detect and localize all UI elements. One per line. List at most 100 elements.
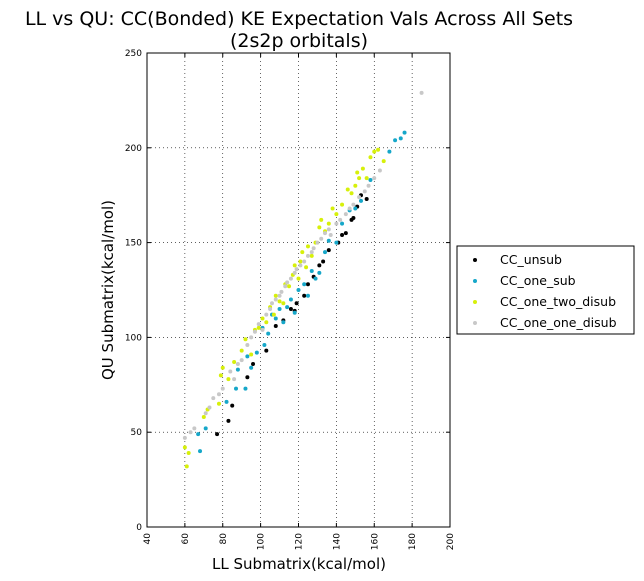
data-point — [387, 149, 392, 154]
data-point — [311, 246, 316, 251]
data-point — [232, 377, 237, 382]
data-point — [249, 352, 254, 357]
data-point — [196, 432, 201, 437]
data-point — [192, 426, 197, 431]
data-point — [224, 399, 229, 404]
data-point — [357, 195, 362, 200]
data-point — [305, 244, 310, 249]
y-tick-label: 150 — [125, 239, 142, 249]
data-point — [349, 191, 354, 196]
data-point — [340, 233, 345, 238]
data-point — [235, 367, 240, 372]
y-axis-label: QU Submatrix(kcal/mol) — [99, 200, 117, 380]
data-point — [216, 392, 221, 397]
data-point — [366, 183, 371, 188]
data-point — [355, 170, 360, 175]
data-point — [288, 276, 293, 281]
data-point — [319, 236, 324, 241]
data-point — [273, 297, 278, 302]
data-point — [249, 335, 254, 340]
data-point — [273, 316, 278, 321]
data-point — [309, 253, 314, 258]
data-point — [364, 176, 369, 181]
legend: CC_unsub CC_one_sub CC_one_two_disub CC_one… — [456, 245, 635, 335]
data-point — [317, 263, 322, 268]
data-point — [243, 386, 248, 391]
data-point — [334, 240, 339, 245]
data-point — [300, 250, 305, 255]
x-tick-label: 120 — [295, 533, 305, 550]
data-point — [285, 305, 290, 310]
data-point — [288, 306, 293, 311]
data-point — [317, 270, 322, 275]
legend-label: CC_unsub — [500, 252, 562, 267]
data-point — [326, 248, 331, 253]
x-tick-label: 40 — [143, 533, 153, 545]
data-point — [313, 276, 318, 281]
data-point — [419, 90, 424, 95]
data-point — [251, 361, 256, 366]
data-point — [182, 445, 187, 450]
data-point — [245, 342, 250, 347]
data-point — [264, 348, 269, 353]
data-point — [351, 202, 356, 207]
data-point — [269, 301, 274, 306]
data-point — [260, 327, 265, 332]
x-axis-label: LL Submatrix(kcal/mol) — [212, 555, 386, 573]
data-point — [260, 316, 265, 321]
data-point — [360, 166, 365, 171]
data-point — [239, 348, 244, 353]
data-point — [292, 263, 297, 268]
data-point — [323, 231, 328, 236]
data-point — [207, 405, 212, 410]
data-point — [226, 418, 231, 423]
data-point — [362, 189, 367, 194]
data-point — [340, 202, 345, 207]
data-point — [245, 375, 250, 380]
legend-marker — [473, 321, 477, 325]
data-point — [351, 215, 356, 220]
legend-label: CC_one_two_disub — [500, 294, 616, 309]
data-point — [364, 196, 369, 201]
data-point — [398, 136, 403, 141]
y-tick-label: 200 — [125, 144, 142, 154]
data-point — [338, 217, 343, 222]
data-point — [273, 324, 278, 329]
data-point — [334, 221, 339, 226]
data-point — [347, 206, 352, 211]
data-point — [372, 149, 377, 154]
data-point — [296, 276, 301, 281]
data-point — [188, 430, 193, 435]
data-point — [256, 325, 261, 330]
data-point — [243, 337, 248, 342]
data-point — [315, 240, 320, 245]
data-point — [252, 329, 257, 334]
series-CC-one-two-disub — [182, 147, 386, 469]
data-point — [326, 227, 331, 232]
data-point — [309, 250, 314, 255]
x-tick-label: 100 — [257, 533, 267, 550]
data-point — [268, 306, 273, 311]
data-point — [302, 282, 307, 287]
data-point — [288, 297, 293, 302]
data-point — [279, 289, 284, 294]
legend-marker — [473, 300, 477, 304]
data-point — [220, 365, 225, 370]
data-point — [323, 250, 328, 255]
x-tick-label: 60 — [181, 533, 191, 545]
data-point — [298, 263, 303, 268]
data-point — [264, 320, 269, 325]
data-point — [262, 342, 267, 347]
data-point — [277, 306, 282, 311]
data-point — [235, 361, 240, 366]
x-tick-label: 200 — [446, 533, 456, 550]
data-point — [304, 265, 309, 270]
data-point — [211, 396, 216, 401]
data-point — [343, 212, 348, 217]
data-point — [215, 432, 220, 437]
data-point — [294, 267, 299, 272]
data-point — [198, 449, 203, 454]
data-point — [182, 435, 187, 440]
data-point — [328, 233, 333, 238]
data-point — [393, 138, 398, 143]
